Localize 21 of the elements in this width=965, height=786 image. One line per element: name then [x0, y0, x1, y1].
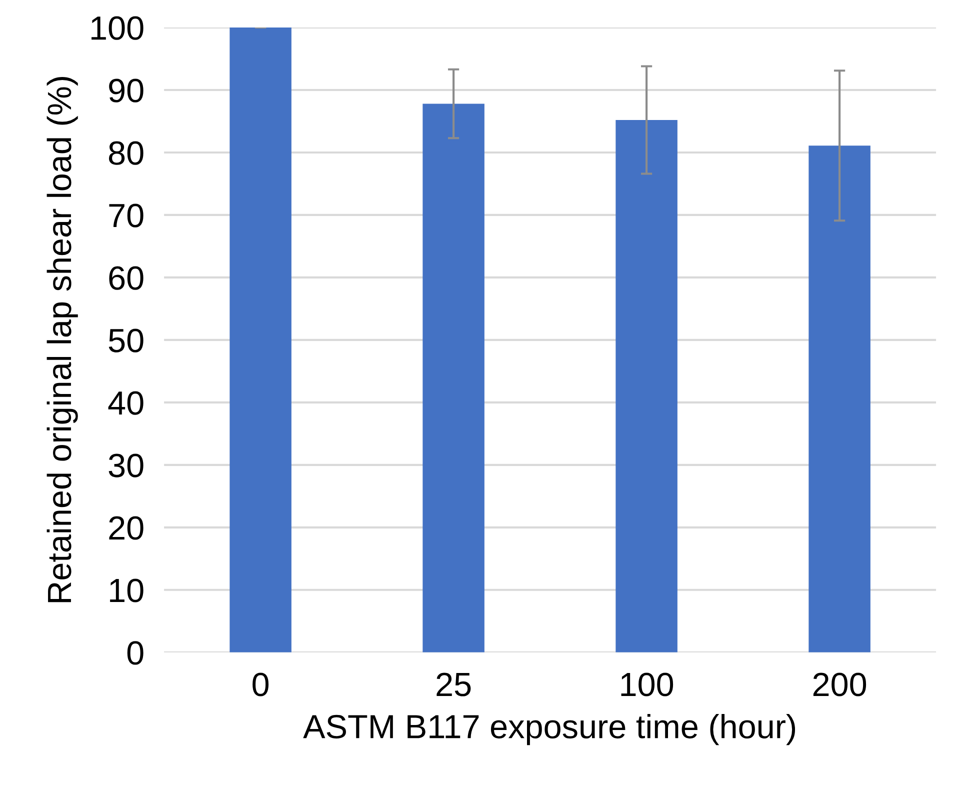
y-tick-label: 40 [108, 391, 144, 415]
x-tick-label: 0 [252, 672, 269, 696]
bar [616, 120, 678, 652]
bar [808, 146, 870, 652]
x-tick-label: 100 [621, 672, 674, 696]
y-tick-label: 90 [109, 78, 144, 102]
y-tick-label: 10 [110, 578, 144, 602]
x-tick-label: 25 [436, 672, 471, 696]
y-tick-label: 30 [108, 454, 144, 478]
y-tick-label: 80 [108, 141, 144, 165]
bar [230, 28, 292, 652]
y-tick-label: 0 [127, 641, 144, 665]
y-axis-title: Retained original lap shear load (%) [46, 77, 78, 602]
bar [422, 104, 484, 652]
y-tick-label: 60 [109, 266, 144, 290]
x-tick-label: 200 [813, 672, 866, 696]
y-tick-label: 100 [92, 16, 144, 40]
y-tick-label: 20 [109, 516, 144, 540]
y-tick-label: 70 [109, 204, 144, 228]
y-tick-label: 50 [108, 328, 144, 352]
x-axis-title: ASTM B117 exposure time (hour) [303, 714, 796, 746]
